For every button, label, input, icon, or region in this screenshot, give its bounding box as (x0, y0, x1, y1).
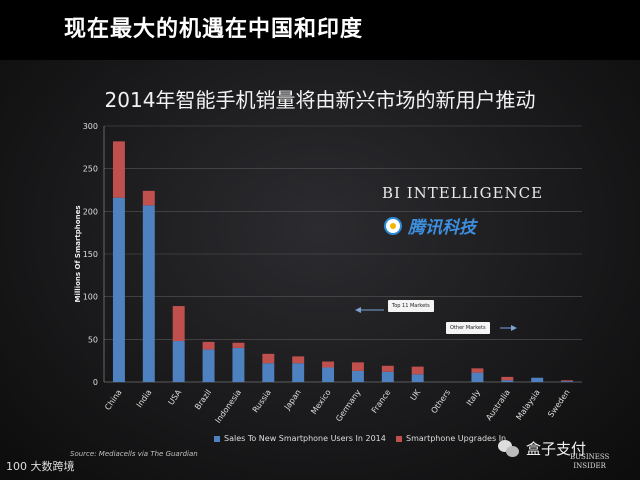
bar-france-new-users (381, 371, 394, 382)
bar-france-upgrades (381, 365, 394, 372)
x-tick-label-uk: UK (409, 387, 423, 402)
x-tick-label-australia: Australia (484, 388, 512, 422)
legend-new-users: Sales To New Smartphone Users In 2014 (214, 434, 386, 443)
wechat-account: 盒子支付 (498, 438, 586, 459)
bar-india-upgrades (142, 190, 155, 206)
x-tick-label-brazil: Brazil (193, 388, 213, 411)
x-tick-label-india: India (135, 388, 154, 409)
x-tick-label-malaysia: Malaysia (514, 388, 541, 422)
bar-usa-upgrades (172, 306, 185, 342)
x-tick-label-usa: USA (166, 388, 183, 407)
tencent-tech-logo: 腾讯科技 (384, 213, 476, 238)
tencent-label: 腾讯科技 (408, 218, 476, 238)
legend-swatch-blue (214, 435, 220, 442)
legend-label-upgrades: Smartphone Upgrades In (406, 434, 507, 443)
tencent-icon (384, 216, 402, 235)
bar-malaysia-new-users (531, 377, 544, 382)
x-tick-label-italy: Italy (465, 388, 482, 408)
x-tick-label-russia: Russia (251, 388, 273, 414)
y-tick-label-0: 0 (93, 378, 98, 387)
bar-brazil-new-users (202, 349, 215, 382)
bottom-left-logo: 100 大数跨境 (6, 460, 75, 473)
y-tick-label-50: 50 (88, 335, 98, 344)
y-tick-label-200: 200 (83, 207, 98, 216)
legend-upgrades: Smartphone Upgrades In (396, 434, 506, 443)
bar-mexico-new-users (322, 367, 335, 382)
business-insider-line1: BUSINESS (570, 453, 610, 461)
stacked-bar-chart: 0 50 100 150 200 250 300 Millions Of Smartphone… (74, 122, 582, 425)
x-tick-label-china: China (103, 388, 124, 412)
y-tick-label-100: 100 (83, 293, 98, 302)
bar-india-new-users (142, 205, 155, 382)
bi-intelligence-logo: BI INTELLIGENCE (382, 184, 544, 202)
chart-source: Source: Mediacells via The Guardian (70, 450, 198, 458)
bar-australia-new-users (501, 380, 514, 382)
bar-australia-upgrades (501, 376, 514, 381)
bar-germany-upgrades (351, 362, 364, 371)
x-tick-label-mexico: Mexico (309, 388, 332, 416)
bar-china-new-users (112, 197, 125, 382)
bar-sweden-upgrades (561, 380, 574, 382)
x-tick-label-sweden: Sweden (546, 388, 572, 419)
legend-swatch-red (396, 435, 402, 442)
y-axis-label: Millions Of Smartphones (74, 206, 82, 303)
y-tick-label-300: 300 (83, 122, 98, 131)
x-tick-label-others: Others (429, 388, 452, 415)
bar-russia-upgrades (262, 353, 275, 364)
legend-label-new-users: Sales To New Smartphone Users In 2014 (224, 434, 386, 443)
bar-japan-new-users (292, 363, 305, 382)
wechat-account-name: 盒子支付 (526, 440, 587, 458)
annotation-other-markets: Other Markets (446, 322, 490, 334)
bar-germany-new-users (351, 370, 364, 382)
y-tick-label-250: 250 (83, 165, 98, 174)
bar-china-upgrades (112, 141, 125, 198)
x-tick-label-france: France (370, 388, 393, 415)
chart-slide: 2014年智能手机销量将由新兴市场的新用户推动 0 50 100 150 200 250 3… (0, 60, 640, 480)
bar-indonesia-new-users (232, 347, 245, 382)
bar-uk-upgrades (411, 366, 424, 375)
bar-sweden-new-users (561, 381, 574, 382)
bar-mexico-upgrades (322, 361, 335, 368)
y-tick-label-150: 150 (83, 250, 98, 259)
bar-italy-new-users (471, 372, 484, 382)
slide-heading: 现在最大的机遇在中国和印度 (0, 0, 640, 60)
bar-brazil-upgrades (202, 341, 215, 350)
bar-japan-upgrades (292, 356, 305, 364)
x-tick-label-germany: Germany (334, 388, 363, 423)
bar-italy-upgrades (471, 368, 484, 373)
annotation-top-markets: Top 11 Markets (388, 300, 434, 312)
chart-title: 2014年智能手机销量将由新兴市场的新用户推动 (104, 88, 536, 112)
wechat-icon (498, 439, 520, 458)
bar-indonesia-upgrades (232, 342, 245, 348)
bar-russia-new-users (262, 363, 275, 382)
x-tick-label-indonesia: Indonesia (214, 388, 244, 425)
business-insider-line2: INSIDER (573, 462, 606, 470)
x-tick-label-japan: Japan (282, 388, 303, 412)
business-insider-logo: BUSINESS INSIDER (570, 453, 609, 471)
bar-usa-new-users (172, 341, 185, 382)
bar-uk-new-users (411, 374, 424, 382)
